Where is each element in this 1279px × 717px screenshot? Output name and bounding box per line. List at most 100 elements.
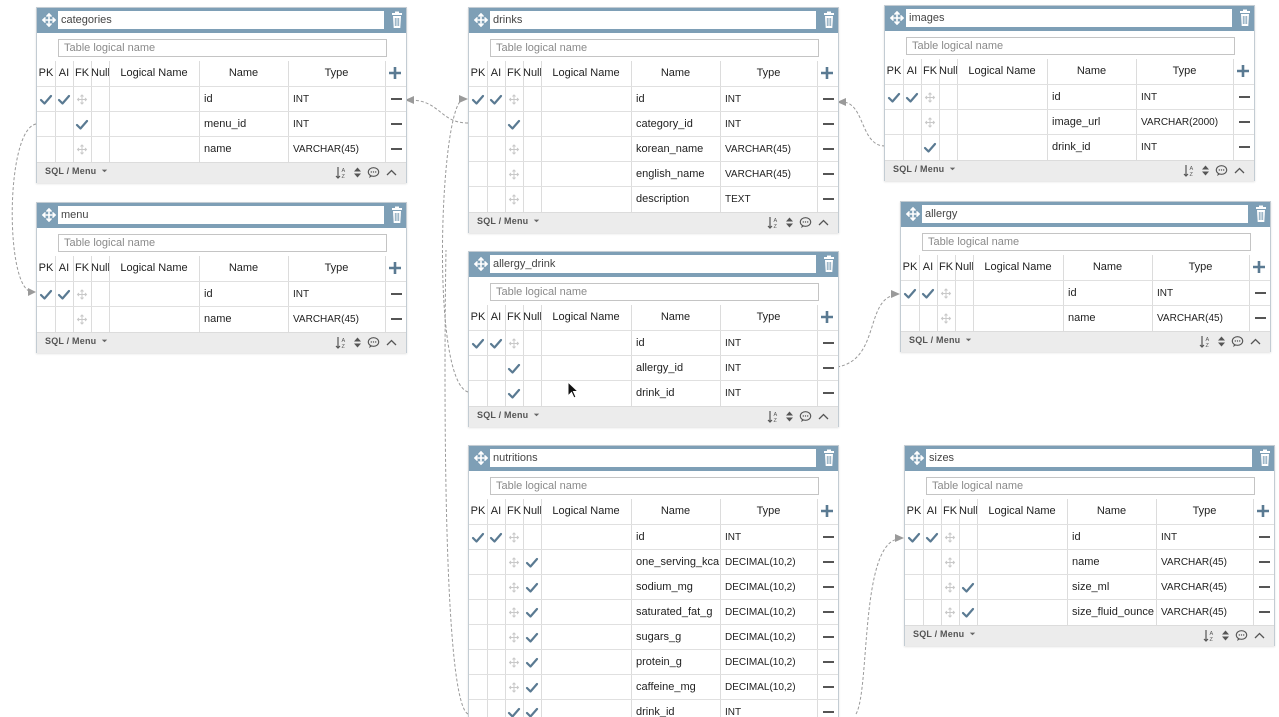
nn-check-icon[interactable] xyxy=(525,625,539,650)
pk-checkbox[interactable] xyxy=(887,135,901,160)
fk-link-icon[interactable] xyxy=(75,282,89,307)
trash-icon[interactable] xyxy=(821,255,837,273)
table-logical-name-input[interactable] xyxy=(58,234,387,252)
collapse-icon[interactable] xyxy=(817,216,830,229)
column-type-cell[interactable]: INT xyxy=(725,388,742,399)
reorder-icon[interactable] xyxy=(783,216,796,229)
collapse-icon[interactable] xyxy=(1233,164,1246,177)
pk-checkbox[interactable] xyxy=(887,110,901,135)
logical-name-cell[interactable] xyxy=(541,331,631,356)
table-row[interactable]: saturated_fat_g DECIMAL(10,2) xyxy=(469,599,838,625)
ai-checkbox[interactable] xyxy=(489,162,503,187)
comment-icon[interactable] xyxy=(1215,164,1228,177)
fk-link-icon[interactable] xyxy=(923,110,937,135)
table-logical-name-input[interactable] xyxy=(926,477,1255,495)
column-name-cell[interactable]: drink_id xyxy=(636,706,675,717)
remove-column-icon[interactable] xyxy=(1259,536,1270,538)
ai-checkbox[interactable] xyxy=(489,700,503,717)
pk-checkbox[interactable] xyxy=(471,700,485,717)
ai-checkbox[interactable] xyxy=(921,306,935,331)
nn-checkbox[interactable] xyxy=(957,281,971,306)
logical-name-cell[interactable] xyxy=(957,85,1047,110)
table-row[interactable]: sodium_mg DECIMAL(10,2) xyxy=(469,574,838,600)
column-name-cell[interactable]: drink_id xyxy=(1052,141,1091,153)
reorder-icon[interactable] xyxy=(351,336,364,349)
column-name-cell[interactable]: name xyxy=(1072,556,1100,568)
ai-checkbox[interactable] xyxy=(489,650,503,675)
column-name-cell[interactable]: sugars_g xyxy=(636,631,682,643)
move-icon[interactable] xyxy=(888,9,906,27)
remove-column-icon[interactable] xyxy=(391,148,402,150)
table-row[interactable]: id INT xyxy=(37,281,406,307)
fk-link-icon[interactable] xyxy=(507,162,521,187)
pk-check-icon[interactable] xyxy=(903,281,917,306)
pk-checkbox[interactable] xyxy=(907,550,921,575)
add-column-icon[interactable] xyxy=(386,63,404,83)
pk-checkbox[interactable] xyxy=(471,381,485,406)
add-column-icon[interactable] xyxy=(1234,61,1252,81)
fk-link-icon[interactable] xyxy=(507,650,521,675)
remove-column-icon[interactable] xyxy=(823,636,834,638)
pk-checkbox[interactable] xyxy=(907,600,921,625)
remove-column-icon[interactable] xyxy=(391,293,402,295)
table-title-input[interactable] xyxy=(490,255,816,273)
pk-check-icon[interactable] xyxy=(39,87,53,112)
table-title-input[interactable] xyxy=(58,206,384,224)
remove-column-icon[interactable] xyxy=(823,148,834,150)
logical-name-cell[interactable] xyxy=(973,306,1063,331)
ai-checkbox[interactable] xyxy=(489,600,503,625)
column-name-cell[interactable]: saturated_fat_g xyxy=(636,606,713,618)
pk-check-icon[interactable] xyxy=(471,87,485,112)
column-name-cell[interactable]: english_name xyxy=(636,168,705,180)
fk-link-icon[interactable] xyxy=(75,137,89,162)
table-row[interactable]: id INT xyxy=(885,84,1254,110)
logical-name-cell[interactable] xyxy=(957,110,1047,135)
ai-checkbox[interactable] xyxy=(57,307,71,332)
remove-column-icon[interactable] xyxy=(823,173,834,175)
remove-column-icon[interactable] xyxy=(823,98,834,100)
pk-check-icon[interactable] xyxy=(907,525,921,550)
column-type-cell[interactable]: DECIMAL(10,2) xyxy=(725,657,796,668)
fk-check-icon[interactable] xyxy=(507,700,521,717)
collapse-icon[interactable] xyxy=(385,336,398,349)
column-name-cell[interactable]: image_url xyxy=(1052,116,1101,128)
column-type-cell[interactable]: INT xyxy=(1141,92,1158,103)
nn-check-icon[interactable] xyxy=(525,575,539,600)
table-header[interactable] xyxy=(37,8,406,33)
column-name-cell[interactable]: size_fluid_ounce xyxy=(1072,606,1154,618)
sql-menu-button[interactable]: SQL / Menu xyxy=(913,629,977,639)
nn-checkbox[interactable] xyxy=(941,135,955,160)
fk-link-icon[interactable] xyxy=(507,87,521,112)
logical-name-cell[interactable] xyxy=(109,87,199,112)
column-name-cell[interactable]: id xyxy=(636,531,645,543)
column-type-cell[interactable]: INT xyxy=(293,94,310,105)
column-name-cell[interactable]: one_serving_kca xyxy=(636,556,720,568)
fk-link-icon[interactable] xyxy=(75,307,89,332)
column-name-cell[interactable]: name xyxy=(1068,312,1096,324)
table-logical-name-input[interactable] xyxy=(906,37,1235,55)
column-name-cell[interactable]: description xyxy=(636,193,690,205)
nn-check-icon[interactable] xyxy=(525,650,539,675)
pk-checkbox[interactable] xyxy=(471,356,485,381)
move-icon[interactable] xyxy=(40,206,58,224)
pk-check-icon[interactable] xyxy=(471,331,485,356)
logical-name-cell[interactable] xyxy=(541,550,631,575)
table-row[interactable]: size_fluid_ounce VARCHAR(45) xyxy=(905,599,1274,625)
column-type-cell[interactable]: INT xyxy=(725,532,742,543)
column-name-cell[interactable]: id xyxy=(1072,531,1081,543)
reorder-icon[interactable] xyxy=(351,166,364,179)
logical-name-cell[interactable] xyxy=(541,187,631,212)
pk-checkbox[interactable] xyxy=(471,575,485,600)
reorder-icon[interactable] xyxy=(783,410,796,423)
comment-icon[interactable] xyxy=(1231,335,1244,348)
nn-checkbox[interactable] xyxy=(93,282,107,307)
pk-check-icon[interactable] xyxy=(471,525,485,550)
sql-menu-button[interactable]: SQL / Menu xyxy=(909,335,973,345)
column-type-cell[interactable]: VARCHAR(45) xyxy=(1161,607,1227,618)
pk-checkbox[interactable] xyxy=(471,112,485,137)
column-name-cell[interactable]: name xyxy=(204,313,232,325)
